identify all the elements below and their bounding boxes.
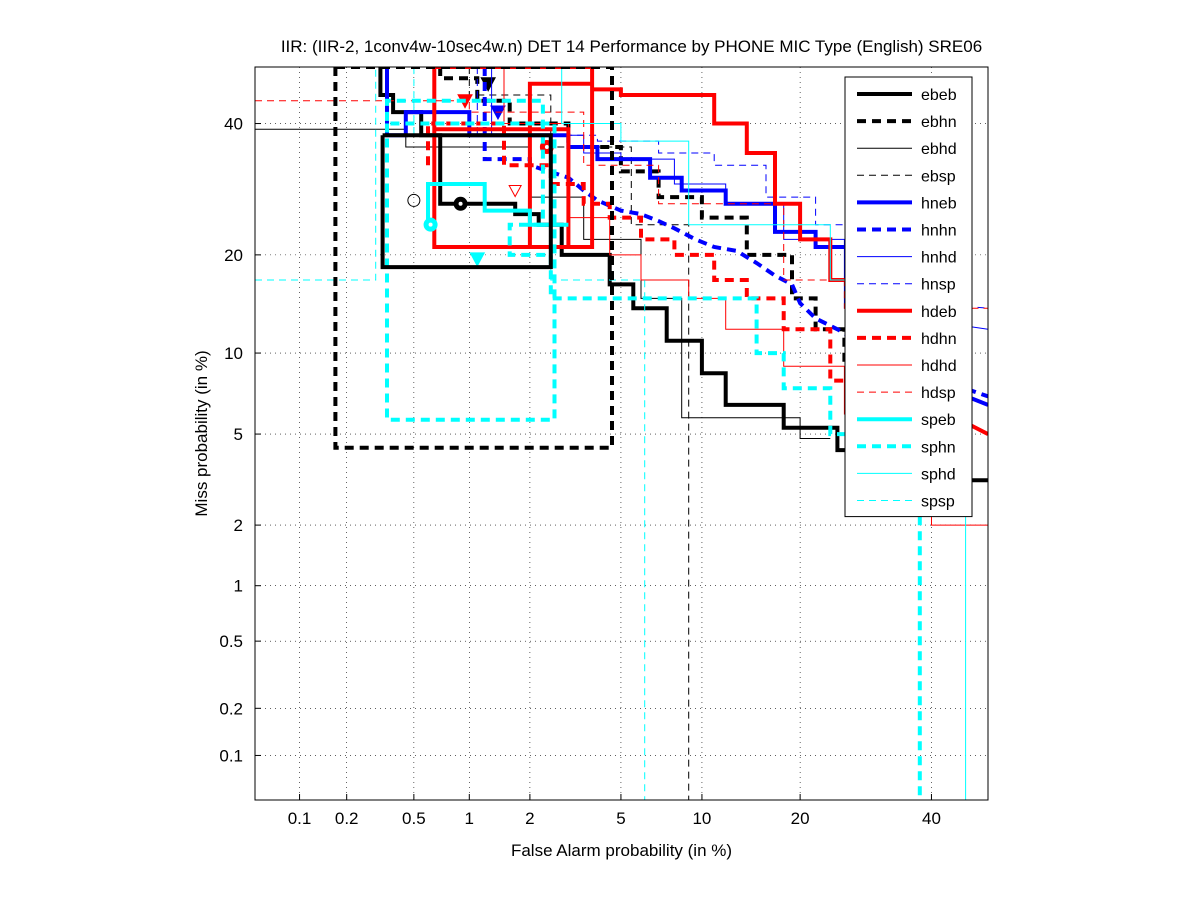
legend-label-hnsp: hnsp bbox=[921, 277, 956, 294]
legend-label-sphn: sphn bbox=[921, 439, 956, 456]
y-tick-label: 0.1 bbox=[219, 746, 243, 765]
series-line-ebeb-box bbox=[380, 133, 553, 270]
legend-label-hneb: hneb bbox=[921, 195, 957, 212]
y-tick-label: 0.5 bbox=[219, 632, 243, 651]
legend-label-ebhd: ebhd bbox=[921, 141, 957, 158]
series-line-spsp bbox=[255, 67, 646, 800]
y-tick-label: 2 bbox=[234, 516, 243, 535]
y-tick-label: 10 bbox=[224, 344, 243, 363]
x-tick-label: 20 bbox=[791, 809, 810, 828]
legend-label-ebeb: ebeb bbox=[921, 87, 957, 104]
x-tick-label: 10 bbox=[692, 809, 711, 828]
x-tick-label: 40 bbox=[922, 809, 941, 828]
legend-label-hdhn: hdhn bbox=[921, 331, 957, 348]
series-group bbox=[255, 67, 988, 800]
marker-ebhd bbox=[407, 193, 421, 207]
marker-sphn bbox=[469, 252, 486, 267]
legend-label-ebsp: ebsp bbox=[921, 168, 956, 185]
legend-label-sphd: sphd bbox=[921, 466, 956, 483]
x-tick-label: 5 bbox=[616, 809, 625, 828]
y-tick-label: 40 bbox=[224, 115, 243, 134]
marker-center-ebeb bbox=[458, 201, 463, 206]
series-line-sphn bbox=[385, 98, 922, 800]
legend-label-hdeb: hdeb bbox=[921, 304, 957, 321]
x-tick-label: 0.1 bbox=[288, 809, 312, 828]
series-line-ebhd bbox=[255, 128, 831, 439]
x-tick-label: 0.2 bbox=[335, 809, 359, 828]
y-tick-label: 1 bbox=[234, 577, 243, 596]
legend-label-hnhn: hnhn bbox=[921, 223, 957, 240]
x-tick-label: 1 bbox=[465, 809, 474, 828]
y-tick-label: 20 bbox=[224, 246, 243, 265]
legend-label-spsp: spsp bbox=[921, 494, 955, 511]
y-tick-label: 5 bbox=[234, 425, 243, 444]
y-axis-label: Miss probability (in %) bbox=[192, 350, 211, 516]
series-line-speb bbox=[426, 182, 569, 227]
chart-title: IIR: (IIR-2, 1conv4w-10sec4w.n) DET 14 P… bbox=[281, 37, 982, 56]
series-line-hnhn bbox=[482, 67, 988, 399]
tick-labels: 0.1 0.2 0.5 1 2 5 10 20 40 0.1 0.2 0.5 1 2 5 10 20 40 bbox=[219, 115, 941, 828]
series-line-ebsp bbox=[468, 67, 690, 800]
x-tick-label: 0.5 bbox=[402, 809, 426, 828]
legend-box bbox=[844, 76, 973, 518]
marker-center-speb bbox=[428, 222, 433, 227]
x-tick-label: 2 bbox=[525, 809, 534, 828]
legend-label-hnhd: hnhd bbox=[921, 250, 957, 267]
series-line-hdsp bbox=[255, 100, 988, 309]
marker-center-hdeb bbox=[544, 145, 549, 150]
legend-label-hdsp: hdsp bbox=[921, 385, 956, 402]
x-axis-label: False Alarm probability (in %) bbox=[511, 841, 732, 860]
y-tick-label: 0.2 bbox=[219, 699, 243, 718]
legend-label-speb: speb bbox=[921, 412, 956, 429]
series-line-hneb bbox=[385, 67, 988, 407]
plot-frame bbox=[254, 66, 989, 801]
legend: ebeb ebhn ebhd ebsp hneb hnhn hnhd hnsp hdeb hdhn… bbox=[844, 76, 973, 518]
series-line-hdeb bbox=[432, 67, 988, 436]
marker-hdsp bbox=[508, 185, 522, 198]
legend-label-ebhn: ebhn bbox=[921, 114, 957, 131]
legend-label-hdhd: hdhd bbox=[921, 358, 957, 375]
